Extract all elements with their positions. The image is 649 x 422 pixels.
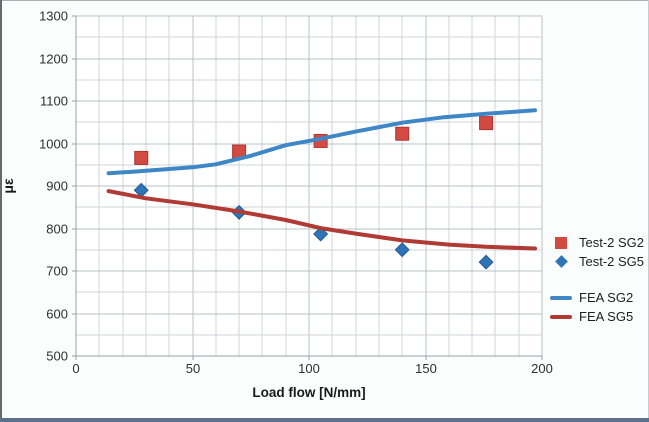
legend-item-fea-sg5: FEA SG5 (548, 307, 644, 326)
y-tick-label: 900 (46, 179, 68, 194)
x-tick-label: 100 (298, 361, 320, 376)
legend-line-swatch (548, 295, 574, 300)
fea-sg2-curve (106, 108, 537, 176)
chart-legend: Test-2 SG2 Test-2 SG5 FEA SG2 FEA SG5 (548, 233, 644, 326)
y-tick-label: 800 (46, 222, 68, 237)
y-tick-label: 1100 (40, 94, 68, 109)
legend-item-fea-sg2: FEA SG2 (548, 288, 644, 307)
y-tick-label: 500 (46, 349, 68, 364)
legend-item-test2-sg2: Test-2 SG2 (548, 233, 644, 252)
legend-swatch-shape (554, 255, 568, 268)
y-tick-label: 700 (46, 264, 68, 279)
legend-swatch-shape (550, 295, 572, 300)
x-tick-label: 150 (415, 361, 437, 376)
test2-sg5-point (478, 254, 494, 270)
legend-swatch-shape (550, 314, 572, 319)
legend-label: Test-2 SG2 (579, 235, 645, 250)
test2-sg2-point (134, 150, 149, 165)
y-axis-title: με (0, 178, 16, 194)
legend-line-swatch (548, 314, 574, 319)
y-tick-label: 1300 (39, 9, 68, 24)
y-tick-label: 1000 (39, 137, 68, 152)
legend-item-test2-sg5: Test-2 SG5 (548, 252, 644, 271)
legend-group-gap (548, 271, 644, 288)
legend-square-icon (548, 236, 574, 249)
test2-sg2-point (395, 126, 410, 141)
test2-sg5-point (133, 182, 149, 198)
legend-label: FEA SG5 (579, 309, 634, 324)
y-tick-label: 600 (46, 307, 68, 322)
x-tick-label: 0 (72, 361, 79, 376)
frame-border-bottom (0, 418, 649, 422)
y-tick-label: 1200 (39, 52, 68, 67)
frame-border-left (0, 0, 2, 422)
legend-label: FEA SG2 (579, 290, 634, 305)
legend-swatch-shape (555, 236, 567, 249)
x-tick-label: 200 (531, 361, 553, 376)
test2-sg2-point (479, 116, 494, 131)
legend-label: Test-2 SG5 (579, 254, 645, 269)
x-axis-title: Load flow [N/mm] (252, 385, 365, 400)
fea-sg5-curve (106, 189, 537, 251)
legend-diamond-icon (548, 255, 574, 268)
frame-border-top (0, 0, 649, 1)
test2-sg5-point (394, 242, 410, 258)
x-tick-label: 50 (186, 361, 200, 376)
